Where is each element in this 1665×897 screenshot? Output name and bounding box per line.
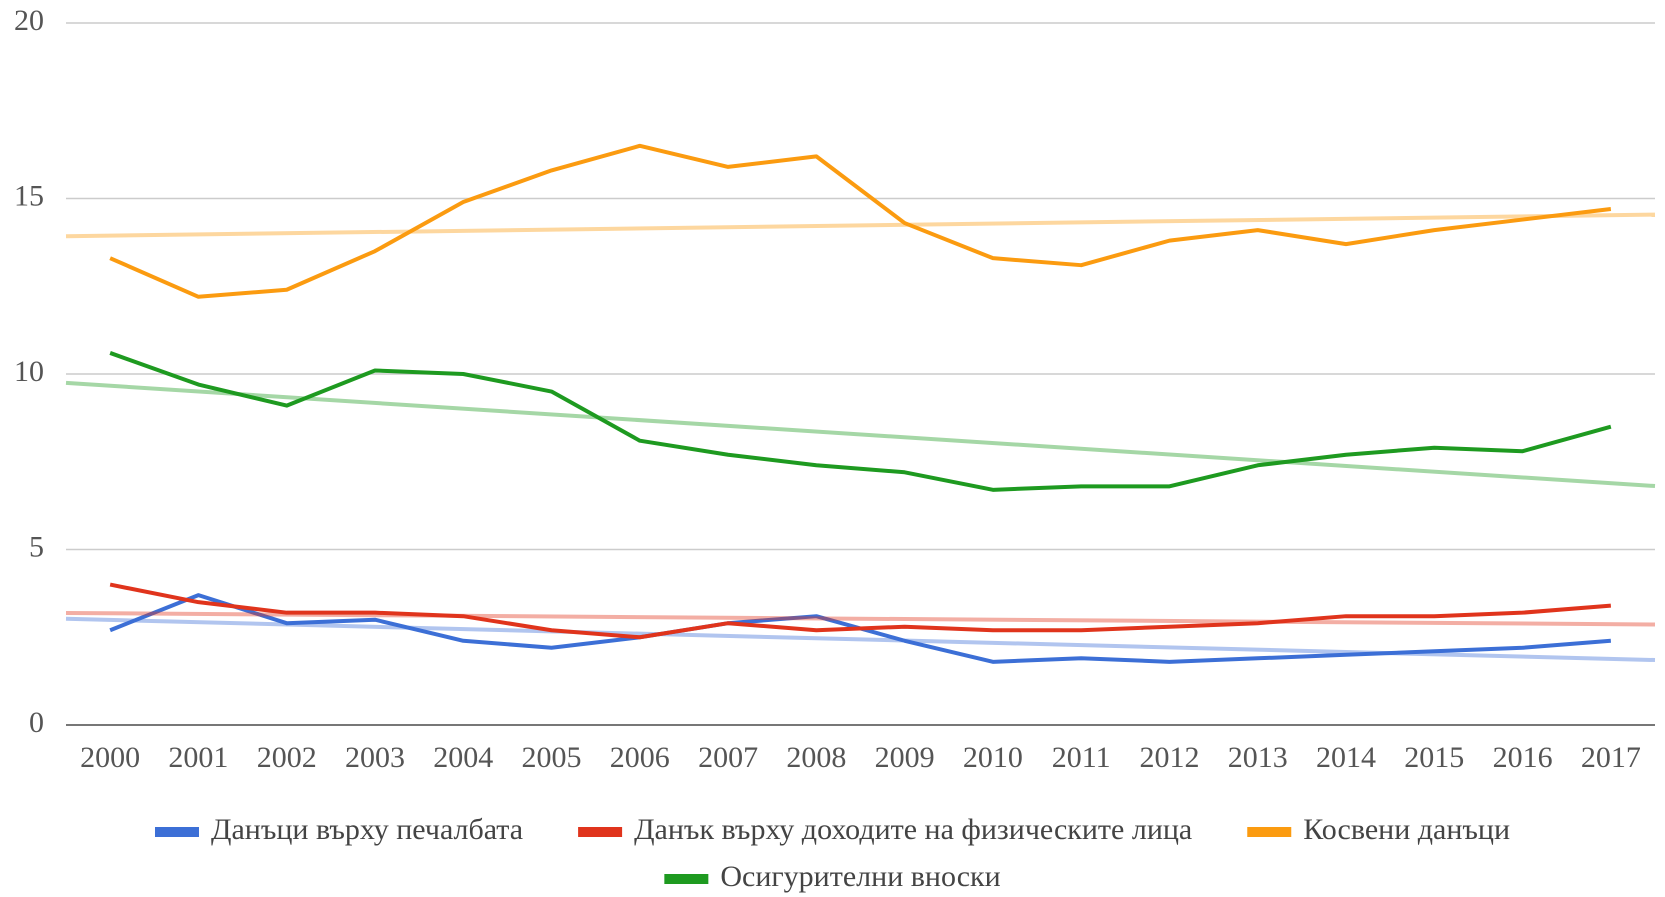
x-tick-label: 2014 <box>1316 741 1376 774</box>
x-tick-label: 2012 <box>1139 741 1199 774</box>
x-tick-label: 2007 <box>698 741 758 774</box>
x-tick-label: 2013 <box>1228 741 1288 774</box>
x-tick-label: 2016 <box>1493 741 1553 774</box>
x-tick-label: 2008 <box>786 741 846 774</box>
legend-swatch <box>578 827 623 837</box>
x-tick-label: 2002 <box>257 741 317 774</box>
x-tick-label: 2005 <box>522 741 582 774</box>
series-line <box>109 351 1612 492</box>
y-tick-label: 0 <box>29 706 44 739</box>
legend-label: Косвени данъци <box>1303 813 1510 846</box>
trend-line <box>65 212 1656 239</box>
x-tick-label: 2003 <box>345 741 405 774</box>
series-line <box>109 582 1612 640</box>
trend-line <box>65 380 1656 489</box>
legend-swatch <box>1247 827 1292 837</box>
y-tick-label: 15 <box>14 179 44 212</box>
x-tick-label: 2004 <box>433 741 493 774</box>
legend-label: Осигурителни вноски <box>720 860 1000 893</box>
x-tick-label: 2015 <box>1404 741 1464 774</box>
trend-line <box>65 610 1656 627</box>
legend-swatch <box>664 874 709 884</box>
series-line <box>109 143 1612 299</box>
y-tick-label: 20 <box>14 4 44 37</box>
x-tick-label: 2017 <box>1581 741 1641 774</box>
x-tick-label: 2009 <box>875 741 935 774</box>
y-tick-label: 5 <box>29 530 44 563</box>
legend-swatch <box>154 827 199 837</box>
x-tick-label: 2011 <box>1052 741 1111 774</box>
legend-label: Данък върху доходите на физическите лица <box>634 813 1192 846</box>
x-tick-label: 2006 <box>610 741 670 774</box>
x-tick-label: 2000 <box>80 741 140 774</box>
x-tick-label: 2010 <box>963 741 1023 774</box>
legend-label: Данъци върху печалбата <box>211 813 523 846</box>
x-tick-label: 2001 <box>168 741 228 774</box>
y-tick-label: 10 <box>14 355 44 388</box>
